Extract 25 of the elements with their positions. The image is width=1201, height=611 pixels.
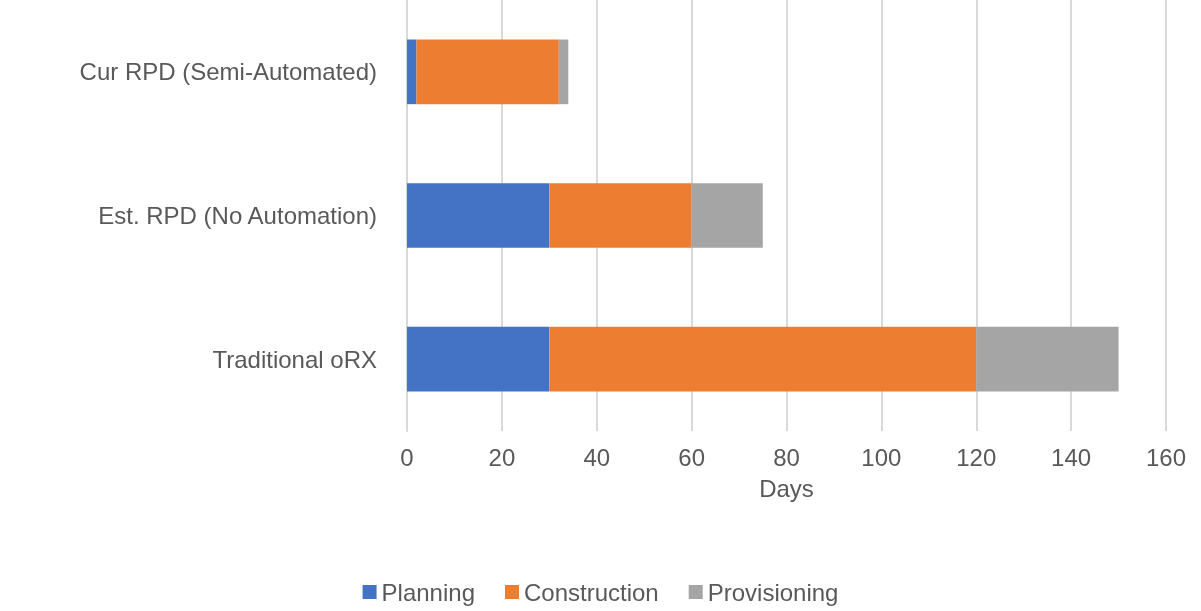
y-tick-label: Est. RPD (No Automation) <box>98 202 377 229</box>
legend-label: Planning <box>381 578 475 606</box>
x-tick-label: 80 <box>773 443 800 471</box>
legend-label: Provisioning <box>707 578 839 606</box>
x-tick-label: 40 <box>583 443 611 471</box>
bar <box>549 183 692 248</box>
x-tick-label: 100 <box>861 443 902 471</box>
x-tick-label: 20 <box>488 443 516 471</box>
x-tick-label: 120 <box>956 443 997 471</box>
x-tick-label: 160 <box>1145 443 1187 471</box>
legend-label: Construction <box>523 578 659 606</box>
x-tick-label: 140 <box>1051 443 1092 471</box>
x-tick-label: 0 <box>400 443 414 471</box>
x-tick-label: 60 <box>678 443 705 471</box>
bar <box>416 39 559 105</box>
bar <box>976 326 1119 392</box>
x-axis-title: Days <box>759 474 814 502</box>
bar <box>407 39 417 105</box>
bar <box>407 183 550 248</box>
y-tick-label: Cur RPD (Semi-Automated) <box>79 58 377 86</box>
bar <box>407 326 550 392</box>
bar <box>558 39 569 105</box>
bar <box>691 183 763 248</box>
y-tick-label: Traditional oRX <box>212 345 377 373</box>
bar <box>549 326 977 392</box>
